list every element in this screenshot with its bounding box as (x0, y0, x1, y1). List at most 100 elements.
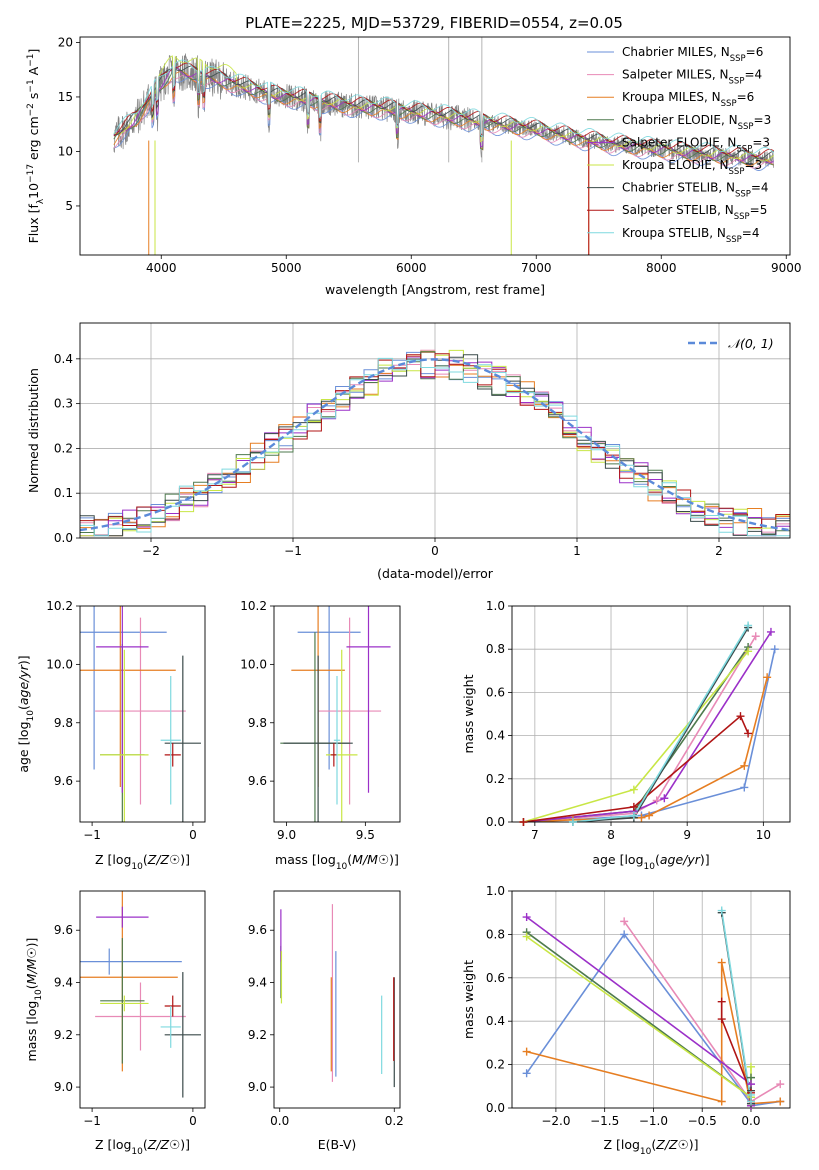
label-part: Z [log (95, 1137, 131, 1152)
marker-plus (746, 1090, 755, 1099)
label-part: mass [log (275, 852, 336, 867)
legend-n: =3 (744, 158, 762, 172)
weight-line-salpeter-stelib (523, 714, 749, 822)
x-tick-label: 0 (189, 828, 197, 842)
label-part: Z/Z☉ (655, 1137, 689, 1152)
label-part: ( (16, 705, 31, 710)
y-axis-label: mass weight (461, 674, 476, 753)
y-tick-label: 0.4 (54, 352, 73, 366)
label-part: )] (16, 655, 31, 665)
legend-label: Kroupa ELODIE, NSSP=3 (622, 158, 762, 177)
model-line-chabrier-elodie (113, 68, 774, 166)
histogram-kroupa-stelib (80, 357, 790, 537)
label-part: ( (143, 1137, 148, 1152)
weight-line-kroupa-stelib (572, 624, 749, 822)
marker-plus (522, 1047, 531, 1056)
label-part: )] (24, 938, 39, 948)
legend-text: Kroupa STELIB, N (622, 226, 726, 240)
label-part: 10 (26, 183, 41, 199)
label-part: )] (689, 1137, 699, 1152)
y-tick-label: 1.0 (486, 599, 505, 613)
marker-plus (568, 818, 577, 826)
y-tick-label: 9.6 (248, 923, 267, 937)
y-tick-label: 10.0 (240, 657, 267, 671)
legend-text: Salpeter MILES, N (622, 68, 729, 82)
x-tick-label: 8000 (646, 261, 677, 275)
y-tick-label: 0.4 (486, 729, 505, 743)
label-part: age/yr (16, 664, 31, 705)
chart-weight_vs_Z: −2.0 −1.5 −1.0 −0.5 0.0 0.0 0.2 0.4 0.6 0.8 1.0 Z [… (461, 884, 791, 1157)
label-part: ] (26, 49, 41, 54)
y-tick-label: 10 (58, 144, 73, 158)
legend-sub: SSP (734, 212, 750, 222)
y-tick-label: 0.8 (486, 642, 505, 656)
marker-plus (717, 958, 726, 967)
legend-label: Salpeter MILES, NSSP=4 (622, 68, 762, 87)
y-tick-label: 9.0 (54, 1080, 73, 1094)
label-part: 10 (34, 989, 44, 1001)
label-part: Z [log (603, 1137, 639, 1152)
plot-area (80, 606, 201, 822)
legend-sub: SSP (721, 99, 737, 109)
model-line-kroupa-elodie (113, 55, 775, 162)
y-tick-label: 9.2 (248, 1028, 267, 1042)
legend-label: Chabrier MILES, NSSP=6 (622, 45, 763, 64)
model-line-chabrier-stelib (113, 65, 774, 160)
x-tick-label: 1 (573, 544, 581, 558)
model-line-salpeter-stelib (113, 62, 775, 157)
x-tick-label: −1.5 (590, 1114, 619, 1128)
x-tick-label: −1 (83, 1114, 101, 1128)
axes-frame (79, 36, 791, 256)
label-part: Z/Z☉ (147, 852, 181, 867)
label-part: Z [log (95, 852, 131, 867)
label-part: age/yr (660, 852, 701, 867)
x-axis-label: age [log10(age/yr)] (592, 852, 709, 872)
model-line-kroupa-stelib (113, 59, 775, 155)
plot-layer: 4000 5000 6000 7000 8000 90005101520wavelengt… (16, 35, 802, 1157)
marker-plus (776, 1080, 785, 1089)
weight-line-kroupa-miles (526, 962, 781, 1106)
marker-plus (629, 785, 638, 794)
y-axis-label: Flux [fλ10−17 erg cm−2 s−1 A−1] (26, 49, 46, 244)
weight-line-kroupa-elodie (526, 935, 752, 1099)
legend-n: =3 (754, 113, 772, 127)
y-tick-label: 0.6 (486, 971, 505, 985)
label-part: Flux [f (26, 204, 41, 244)
label-part: age [log (592, 852, 643, 867)
x-axis-label: (data-model)/error (377, 566, 494, 581)
chart-age_vs_mass: 9.0 9.5 9.6 9.8 10.0 10.2 mass [log10(M/M☉)] (240, 599, 401, 872)
x-axis-label: mass [log10(M/M☉)] (275, 852, 399, 872)
marker-plus (645, 811, 654, 820)
chart-spectrum: 4000 5000 6000 7000 8000 9000 5 10 15 20 wavelengt… (26, 35, 802, 297)
marker-plus (776, 1097, 785, 1106)
y-tick-label: 10.0 (46, 657, 73, 671)
marker-plus (763, 673, 772, 682)
label-part: ( (651, 1137, 656, 1152)
plot-area (113, 37, 775, 255)
y-tick-label: 9.6 (248, 774, 267, 788)
y-tick-label: 9.8 (54, 716, 73, 730)
marker-plus (766, 627, 775, 636)
marker-plus (620, 930, 629, 939)
marker-plus (770, 645, 779, 654)
y-tick-label: 0.2 (486, 772, 505, 786)
label-part: −1 (26, 54, 36, 67)
marker-plus (717, 1015, 726, 1024)
legend-n: =6 (737, 90, 755, 104)
legend-label: Salpeter ELODIE, NSSP=3 (622, 135, 770, 154)
legend-text: Kroupa ELODIE, N (622, 158, 729, 172)
y-tick-label: 0.1 (54, 486, 73, 500)
marker-plus (629, 802, 638, 811)
x-axis-label: wavelength [Angstrom, rest frame] (325, 282, 545, 297)
legend-text: Chabrier ELODIE, N (622, 113, 738, 127)
x-tick-label: 0 (431, 544, 439, 558)
y-tick-label: 0.0 (486, 815, 505, 829)
plot-area (280, 606, 391, 822)
y-tick-label: 0.3 (54, 397, 73, 411)
y-tick-label: 9.4 (248, 976, 267, 990)
weight-line-salpeter-elodie (523, 631, 772, 822)
axes-frame (273, 890, 401, 1109)
label-part: erg cm (26, 116, 41, 164)
label-part: 10 (640, 1147, 652, 1157)
legend-label: Chabrier ELODIE, NSSP=3 (622, 113, 771, 132)
